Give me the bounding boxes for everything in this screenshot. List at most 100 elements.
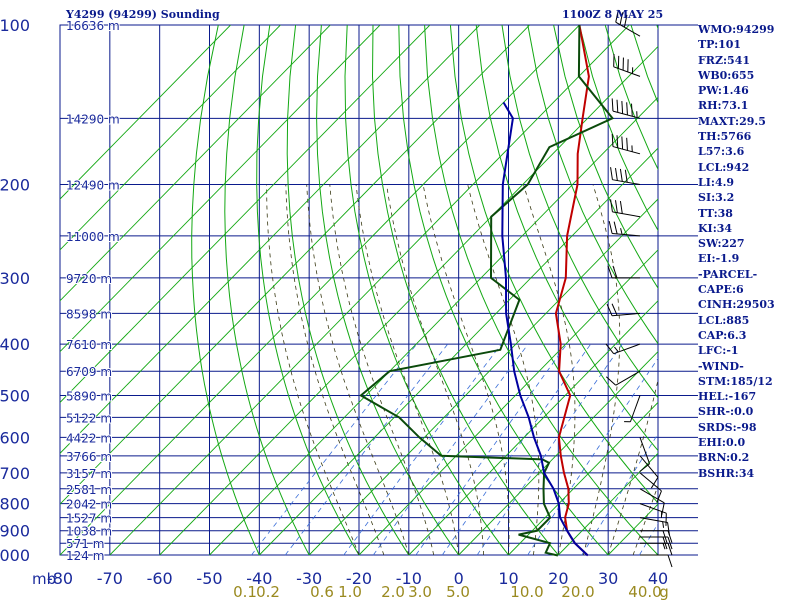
wind-barb [640, 542, 673, 556]
index-25: SHR-:0.0 [698, 405, 754, 419]
x-tick-40: 40 [648, 569, 668, 588]
mixing-ratio-label: g [659, 583, 669, 600]
dry-adiabat [527, 25, 658, 345]
wind-barb [606, 303, 641, 317]
index-5: RH:73.1 [698, 99, 749, 113]
x-tick--10: -10 [396, 569, 422, 588]
isotherm [458, 350, 658, 556]
wind-barb [607, 265, 640, 279]
isotherm [408, 300, 658, 556]
pressure-label-700: 700 [0, 464, 30, 483]
moist-adiabat [607, 378, 658, 556]
index-9: LCL:942 [698, 160, 750, 174]
index-16: -PARCEL- [698, 267, 758, 281]
moist-adiabats [266, 184, 658, 556]
moist-adiabat [632, 484, 658, 556]
height-label: 124 m [66, 549, 104, 563]
mixing-ratio-label: 0.6 [310, 583, 334, 600]
height-label: 571 m [66, 537, 104, 551]
index-3: WB0:655 [698, 68, 755, 82]
isotherm [159, 45, 658, 556]
x-tick--40: -40 [246, 569, 272, 588]
wind-barb [605, 343, 641, 355]
height-label: 2581 m [66, 483, 112, 497]
isotherm [60, 25, 281, 251]
index-0: WMO:94299 [698, 23, 775, 36]
index-11: SI:3.2 [698, 191, 735, 205]
mixing-ratio-line [343, 343, 502, 556]
index-17: CAPE:6 [698, 283, 744, 297]
moist-adiabat [422, 184, 510, 556]
wind-barb [639, 503, 667, 526]
pressure-label-300: 300 [0, 269, 30, 288]
isotherm [60, 25, 231, 200]
height-label: 7610 m [66, 338, 112, 352]
index-4: PW:1.46 [698, 84, 749, 98]
mixing-ratio-label: 3.0 [408, 583, 432, 600]
x-tick--30: -30 [296, 569, 322, 588]
wind-barb [639, 488, 665, 516]
mixing-ratio-line [581, 433, 658, 556]
mixing-ratio-line [372, 343, 529, 556]
mixing-ratio-label: 2.0 [381, 583, 405, 600]
isotherm [508, 401, 658, 556]
pressure-label-400: 400 [0, 335, 30, 354]
x-tick--80: -80 [47, 569, 73, 588]
height-label: 1038 m [66, 525, 112, 539]
wind-barb [615, 9, 641, 37]
mixing-ratio-label: 0.1 [233, 583, 257, 600]
wind-barb [611, 133, 641, 155]
mixing-ratio-label: 40.0 [628, 583, 661, 600]
index-13: KI:34 [698, 221, 733, 235]
x-tick-20: 20 [548, 569, 568, 588]
wind-barb [608, 221, 641, 237]
x-tick--20: -20 [346, 569, 372, 588]
dry-adiabat [224, 25, 310, 556]
index-24: HEL:-167 [698, 390, 757, 404]
height-label: 16636 m [66, 19, 120, 33]
index-1: TP:101 [698, 38, 742, 52]
mixing-ratio-line [527, 357, 658, 556]
dry-adiabats [191, 25, 658, 556]
mixing-ratio-label: 5.0 [446, 583, 470, 600]
height-label: 9720 m [66, 272, 112, 286]
dry-adiabat [371, 25, 559, 556]
x-tick--70: -70 [97, 569, 123, 588]
index-7: TH:5766 [698, 130, 752, 144]
index-6: MAXT:29.5 [698, 114, 766, 128]
mixing-ratio-label: 1.0 [338, 583, 362, 600]
height-label: 5890 m [66, 389, 112, 403]
height-label: 6709 m [66, 365, 112, 379]
height-label: 3157 m [66, 467, 112, 481]
isotherms [60, 25, 658, 556]
wind-barb [639, 472, 662, 503]
axis-labels: 100200300400500600700800900100016636 m14… [0, 16, 669, 600]
dry-adiabat [316, 25, 460, 556]
index-26: SRDS:-98 [698, 420, 757, 434]
height-label: 11000 m [66, 230, 120, 244]
mixing-ratio-label: 10.0 [510, 583, 543, 600]
index-2: FRZ:541 [698, 53, 751, 67]
height-label: 1527 m [66, 512, 112, 526]
dry-adiabat [256, 25, 360, 556]
isotherm [60, 25, 331, 302]
height-label: 5122 m [66, 411, 112, 425]
pressure-label-900: 900 [0, 522, 30, 541]
height-label: 12490 m [66, 179, 120, 193]
moist-adiabat [523, 184, 576, 556]
sounding-indices-panel: WMO:94299 TP:101 FRZ:541 WB0:655 PW:1.46 RH:7… [698, 22, 775, 481]
index-28: BRN:0.2 [698, 451, 750, 465]
moist-adiabat [386, 184, 484, 556]
pressure-label-800: 800 [0, 495, 30, 514]
mixing-ratio-line [476, 343, 623, 556]
temperature-line [554, 25, 590, 557]
wind-barb [610, 167, 641, 186]
moist-adiabat [266, 184, 360, 556]
profile-lines [359, 25, 615, 557]
pressure-label-200: 200 [0, 176, 30, 195]
mixing-ratio-label: 0.2 [256, 583, 280, 600]
pressure-label-600: 600 [0, 428, 30, 447]
pressure-label-500: 500 [0, 386, 30, 405]
wind-barbs [605, 9, 673, 568]
dry-adiabat [398, 25, 609, 556]
